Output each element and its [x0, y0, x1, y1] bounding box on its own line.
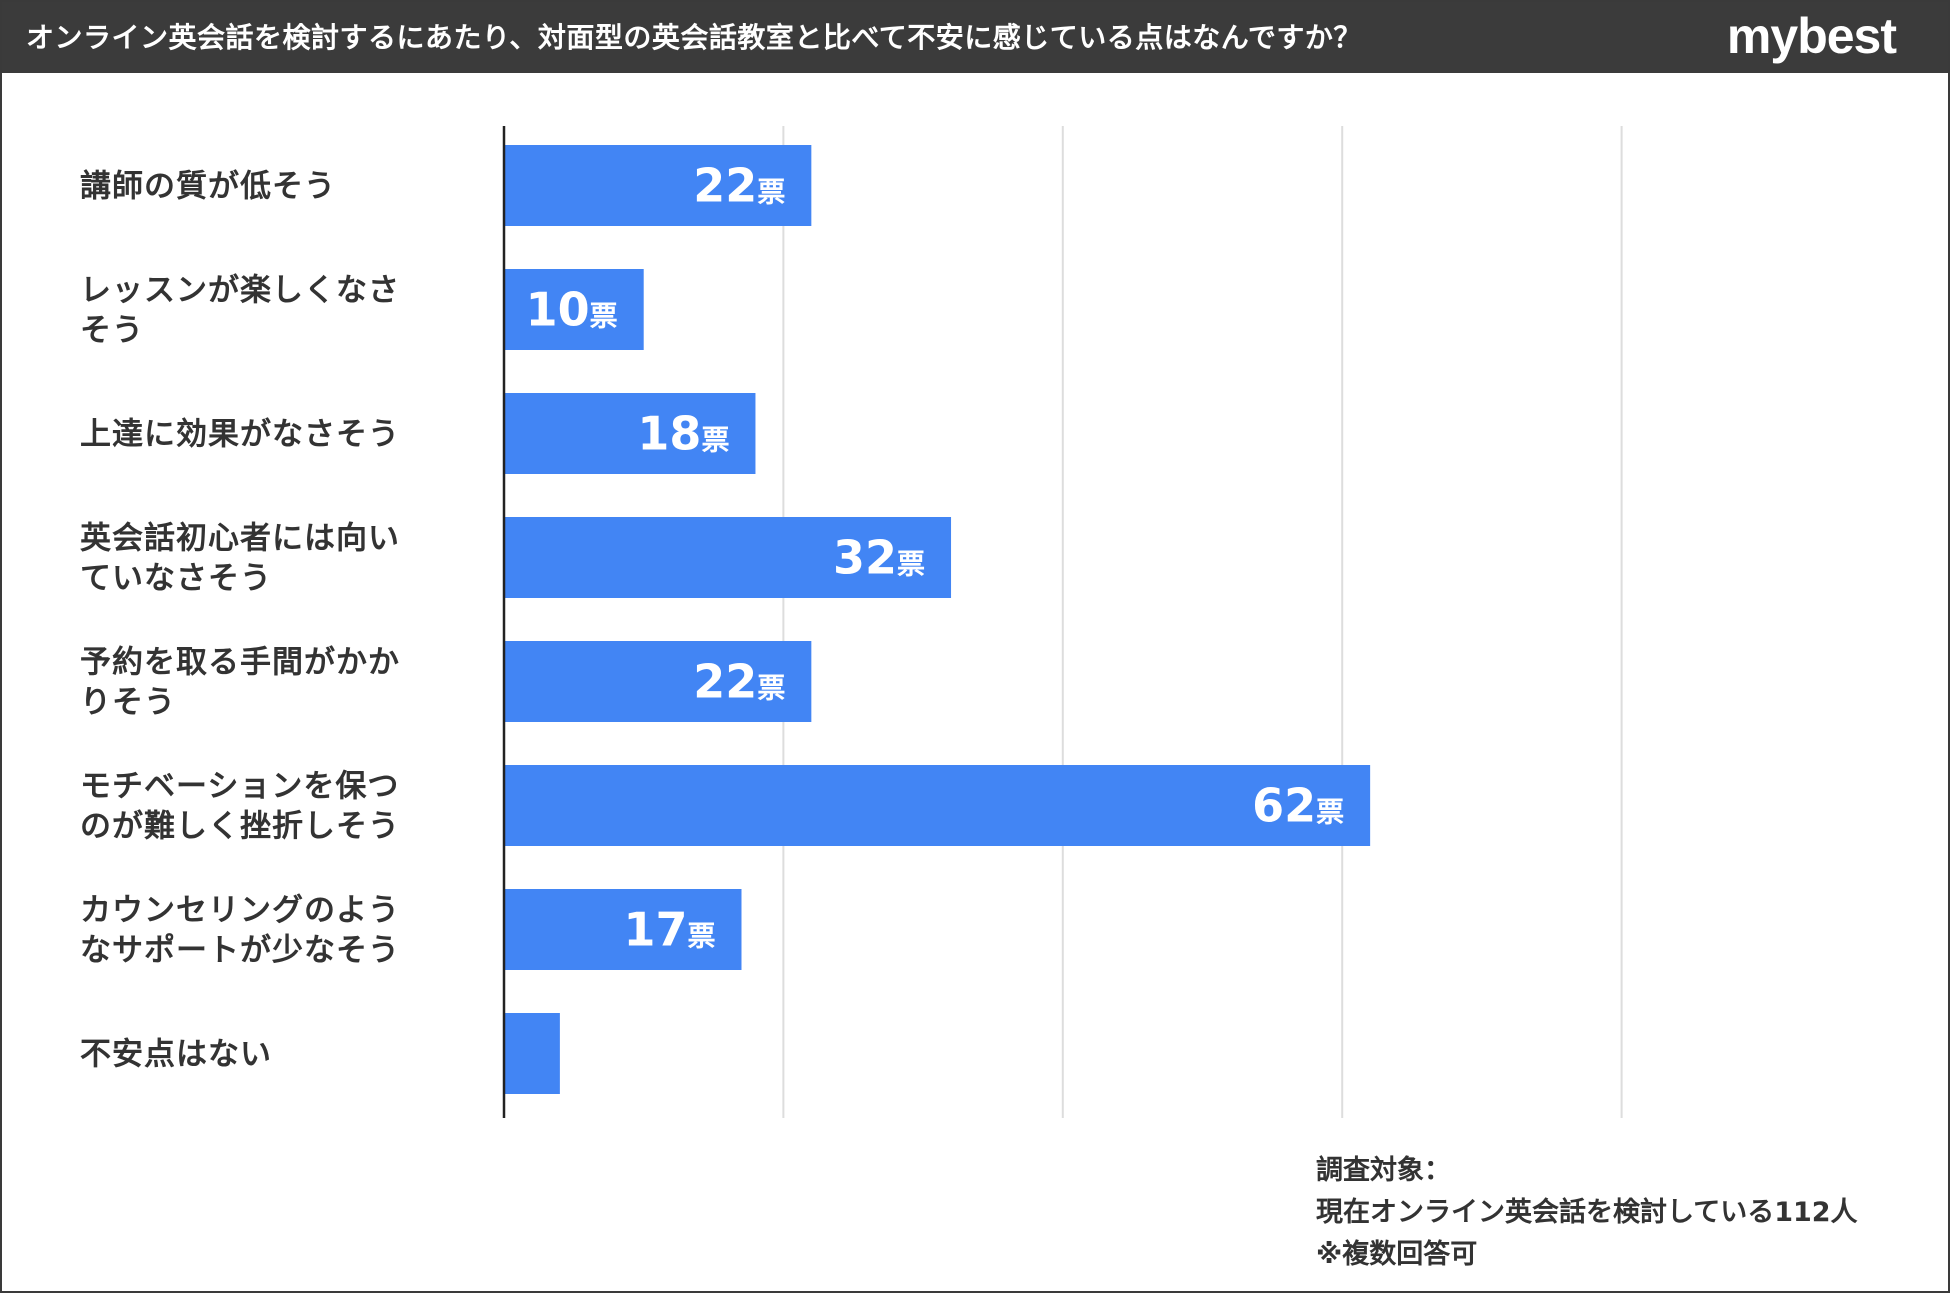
bar-value-label: 17票	[623, 903, 715, 957]
category-label: カウンセリングのよう	[80, 893, 400, 929]
category-label: 上達に効果がなさそう	[80, 417, 400, 453]
category-label: 予約を取る手間がかか	[80, 645, 400, 681]
footnote-line-3: ※複数回答可	[1316, 1239, 1478, 1270]
category-label: りそう	[80, 685, 176, 721]
bar	[504, 145, 812, 226]
bar-value-unit: 票	[701, 424, 729, 457]
bar-value-unit: 票	[757, 176, 785, 209]
category-label: そう	[80, 313, 144, 349]
bar-value-unit: 票	[1316, 796, 1344, 829]
bar	[504, 393, 756, 474]
footnote-line-2: 現在オンライン英会話を検討している112人	[1316, 1197, 1858, 1228]
bar-value-label: 22票	[693, 159, 785, 213]
bar	[504, 889, 742, 970]
category-label: 英会話初心者には向い	[80, 521, 400, 557]
bar-value-label: 62票	[1252, 779, 1344, 833]
survey-footnote: 調査対象： 現在オンライン英会話を検討している112人 ※複数回答可	[1316, 1150, 1858, 1276]
category-label: なサポートが少なそう	[80, 933, 400, 969]
bar-value-number: 10	[526, 283, 590, 337]
category-label: モチベーションを保つ	[80, 769, 399, 805]
category-label: 講師の質が低そう	[80, 169, 336, 205]
bar	[504, 517, 952, 598]
bar-value-label: 32票	[833, 531, 925, 585]
footnote-line-1: 調査対象：	[1316, 1155, 1451, 1186]
bar-value-number: 18	[637, 407, 701, 461]
bar-value-unit: 票	[757, 672, 785, 705]
bar-value-label: 18票	[637, 407, 729, 461]
bar-value-unit: 票	[897, 548, 925, 581]
bar	[504, 269, 644, 350]
bar-value-number: 62	[1252, 779, 1316, 833]
bar-value-label: 10票	[526, 283, 618, 337]
bar-value-number: 22	[693, 655, 757, 709]
chart-title: オンライン英会話を検討するにあたり、対面型の英会話教室と比べて不安に感じている点…	[26, 21, 1362, 54]
bar-value-number: 32	[833, 531, 897, 585]
bar-value-label: 22票	[693, 655, 785, 709]
brand-logo: mybest	[1726, 8, 1897, 64]
bar-value-unit: 票	[590, 300, 618, 333]
category-label: レッスンが楽しくなさ	[80, 273, 400, 309]
category-label: ていなさそう	[80, 561, 272, 597]
category-label: のが難しく挫折しそう	[80, 809, 400, 845]
bar-value-unit: 票	[687, 920, 715, 953]
category-label: 不安点はない	[80, 1037, 272, 1073]
header-bar: オンライン英会話を検討するにあたり、対面型の英会話教室と比べて不安に感じている点…	[2, 2, 1948, 73]
bar	[504, 1013, 560, 1094]
bar	[504, 765, 1371, 846]
bar	[504, 641, 812, 722]
bar-value-number: 22	[693, 159, 757, 213]
bar-value-number: 17	[623, 903, 687, 957]
